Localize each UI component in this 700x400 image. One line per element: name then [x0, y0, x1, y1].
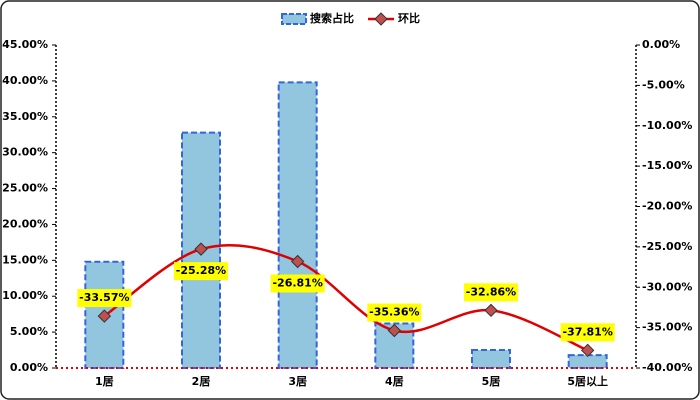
- y-tick-label: 20.00%: [2, 217, 48, 230]
- y2-tick-label: -30.00%: [642, 280, 692, 293]
- marker: [484, 303, 498, 318]
- x-tick-label: 5居: [482, 375, 501, 388]
- data-label-box: [560, 323, 615, 342]
- y-tick-label: 15.00%: [2, 253, 48, 266]
- legend-label: 搜索占比: [310, 11, 354, 25]
- marker: [194, 242, 208, 256]
- marker: [290, 254, 305, 269]
- x-tick-label: 2居: [192, 375, 211, 388]
- y-tick-label: 45.00%: [2, 38, 48, 51]
- data-label-box: [464, 283, 518, 302]
- line: [103, 244, 589, 352]
- bar: [471, 349, 511, 369]
- marker: [97, 309, 112, 323]
- data-label: -37.81%: [562, 325, 612, 338]
- x-tick-label: 4居: [385, 375, 404, 388]
- y-tick-label: 35.00%: [2, 110, 48, 123]
- y2-tick-label: 0.00%: [642, 38, 680, 51]
- y-tick-label: 25.00%: [2, 182, 48, 195]
- legend-swatch: [281, 13, 307, 25]
- data-label: -26.81%: [272, 276, 322, 289]
- y2-tick-label: -35.00%: [642, 321, 692, 334]
- data-label-box: [174, 262, 228, 281]
- data-label-box: [77, 289, 132, 308]
- data-label: -33.57%: [79, 291, 129, 304]
- x-tick-label: 3居: [288, 375, 307, 388]
- y2-tick-label: -10.00%: [642, 119, 692, 132]
- y-tick-label: 5.00%: [10, 325, 48, 338]
- data-label-box: [270, 274, 325, 293]
- marker: [387, 323, 402, 338]
- y-tick-label: 0.00%: [10, 361, 48, 374]
- y2-tick-label: -20.00%: [642, 200, 692, 213]
- data-label: -35.36%: [369, 306, 419, 319]
- y2-tick-label: -40.00%: [642, 361, 692, 374]
- y2-tick-label: -15.00%: [642, 159, 692, 172]
- y-tick-label: 30.00%: [2, 146, 48, 159]
- legend-label: 环比: [398, 11, 420, 25]
- legend-marker: [374, 12, 388, 26]
- x-tick-label: 1居: [95, 375, 114, 388]
- y-tick-label: 40.00%: [2, 74, 48, 87]
- data-label: -25.28%: [176, 264, 226, 277]
- y2-tick-label: -5.00%: [642, 78, 685, 91]
- y-tick-label: 10.00%: [2, 289, 48, 302]
- bar: [277, 81, 318, 370]
- data-label-box: [367, 303, 422, 322]
- data-label: -32.86%: [466, 285, 516, 298]
- y2-tick-label: -25.00%: [642, 240, 692, 253]
- marker: [580, 343, 595, 358]
- x-tick-label: 5居以上: [567, 374, 608, 388]
